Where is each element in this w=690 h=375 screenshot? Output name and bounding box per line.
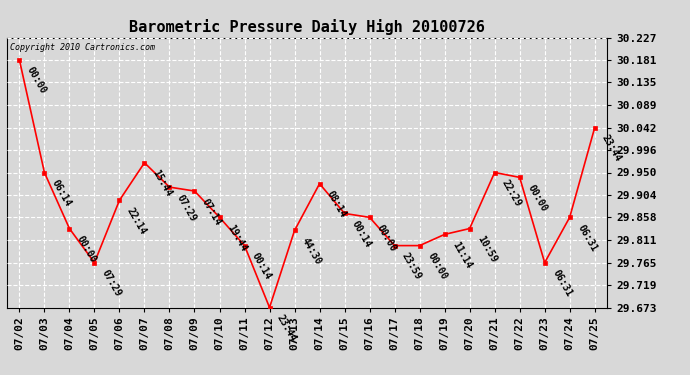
Text: 00:00: 00:00 xyxy=(525,183,549,213)
Text: 00:00: 00:00 xyxy=(25,66,48,96)
Text: 06:14: 06:14 xyxy=(50,178,73,209)
Text: 15:44: 15:44 xyxy=(150,168,173,199)
Text: 06:31: 06:31 xyxy=(575,223,599,254)
Text: 07:29: 07:29 xyxy=(175,193,199,223)
Text: 07:29: 07:29 xyxy=(100,268,124,298)
Title: Barometric Pressure Daily High 20100726: Barometric Pressure Daily High 20100726 xyxy=(129,19,485,35)
Text: 11:14: 11:14 xyxy=(450,240,473,270)
Text: 22:14: 22:14 xyxy=(125,206,148,236)
Text: Copyright 2010 Cartronics.com: Copyright 2010 Cartronics.com xyxy=(10,43,155,52)
Text: 00:00: 00:00 xyxy=(375,223,399,254)
Text: 06:31: 06:31 xyxy=(550,268,573,298)
Text: 00:00: 00:00 xyxy=(425,251,449,282)
Text: 00:00: 00:00 xyxy=(75,234,99,264)
Text: 44:30: 44:30 xyxy=(300,236,324,267)
Text: 00:14: 00:14 xyxy=(350,219,373,249)
Text: 23:59: 23:59 xyxy=(400,251,424,282)
Text: 07:14: 07:14 xyxy=(200,196,224,227)
Text: 00:14: 00:14 xyxy=(250,251,273,282)
Text: 08:14: 08:14 xyxy=(325,189,348,220)
Text: 23:44: 23:44 xyxy=(275,313,299,344)
Text: 23:44: 23:44 xyxy=(600,133,624,164)
Text: 22:29: 22:29 xyxy=(500,178,524,209)
Text: 19:44: 19:44 xyxy=(225,223,248,254)
Text: 10:59: 10:59 xyxy=(475,234,499,264)
